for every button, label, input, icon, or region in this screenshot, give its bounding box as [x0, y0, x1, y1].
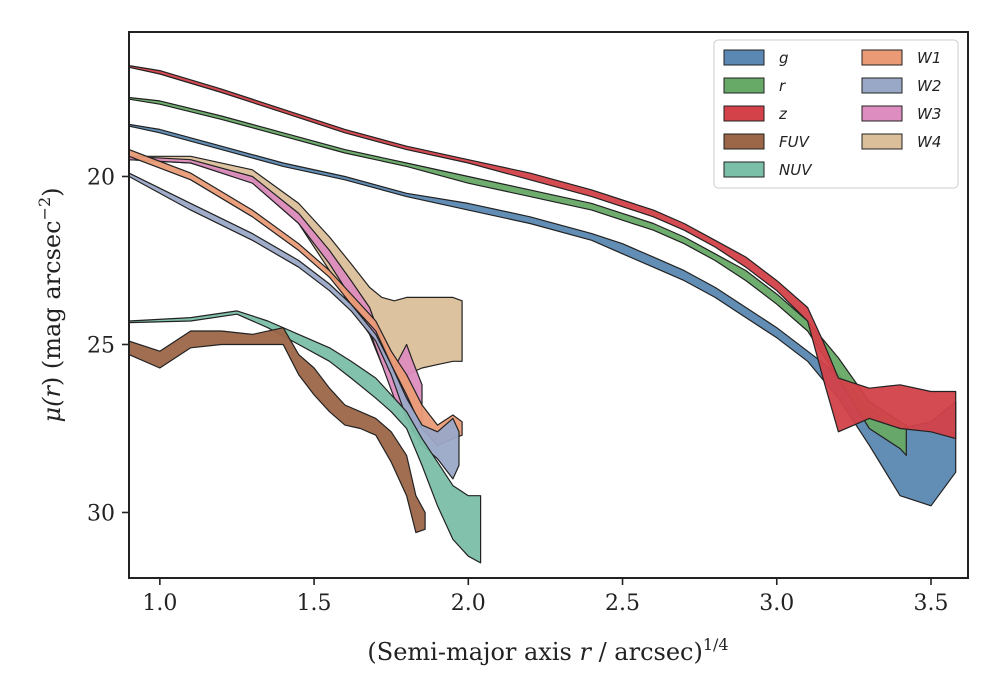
legend-label-w1: W1 [917, 49, 941, 67]
y-tick-label: 20 [87, 165, 115, 190]
y-axis-label-end: ) [38, 187, 66, 196]
legend-swatch-nuv [723, 161, 765, 178]
legend-label-r: r [779, 77, 786, 95]
x-tick-label: 2.5 [605, 591, 640, 616]
x-axis-label-sup: 1/4 [703, 635, 729, 654]
x-tick-label: 1.5 [297, 591, 332, 616]
legend-swatch-g [723, 49, 765, 66]
legend-label-w4: W4 [917, 133, 941, 151]
series-layer [129, 64, 957, 564]
legend-label-nuv: NUV [779, 161, 813, 179]
legend-swatch-w4 [861, 133, 903, 150]
legend-swatch-z [723, 105, 765, 122]
legend-label-w3: W3 [917, 105, 941, 123]
legend-swatch-r [723, 77, 765, 94]
legend-label-z: z [778, 105, 788, 123]
y-tick-label: 25 [87, 333, 115, 358]
legend-swatch-w1 [861, 49, 903, 66]
series-band-z [129, 64, 957, 440]
legend-label-fuv: FUV [779, 133, 811, 151]
legend-label-w2: W2 [917, 77, 941, 95]
series-band-g [129, 123, 957, 507]
y-axis-label-prefix: μ( [38, 397, 66, 423]
plot-frame [128, 31, 969, 579]
axes-layer: 1.0 1.5 2.0 2.5 3.0 3.5 20 25 30 [87, 31, 969, 616]
y-tick-label: 30 [87, 501, 115, 526]
y-axis-label-suffix: ) (mag arcsec [38, 220, 66, 386]
series-band-nuv [129, 310, 482, 564]
series-band-w1 [129, 149, 463, 446]
series-band-r [129, 96, 907, 456]
legend-frame [713, 39, 959, 189]
x-axis-label-mid: / arcsec) [591, 638, 703, 666]
legend-swatch-w3 [861, 105, 903, 122]
x-axis-label: (Semi-major axis r / arcsec)1/4 [367, 635, 728, 666]
series-band-w4 [129, 155, 463, 376]
x-axis-label-var: r [579, 638, 592, 666]
y-axis-label-sup: −2 [35, 197, 54, 221]
x-tick-label: 3.0 [759, 591, 794, 616]
y-axis-label-var: r [38, 385, 66, 398]
y-axis-label: μ(r) (mag arcsec−2) [35, 187, 66, 422]
legend: grz FUV NUV W1 W2 W3 W4 [713, 39, 959, 189]
legend-swatch-fuv [723, 133, 765, 150]
series-band-fuv [129, 327, 426, 534]
x-tick-label: 1.0 [142, 591, 177, 616]
legend-label-g: g [779, 49, 789, 67]
x-tick-label: 3.5 [913, 591, 948, 616]
x-tick-label: 2.0 [451, 591, 486, 616]
x-axis-label-main: (Semi-major axis [367, 638, 579, 666]
legend-swatch-w2 [861, 77, 903, 94]
